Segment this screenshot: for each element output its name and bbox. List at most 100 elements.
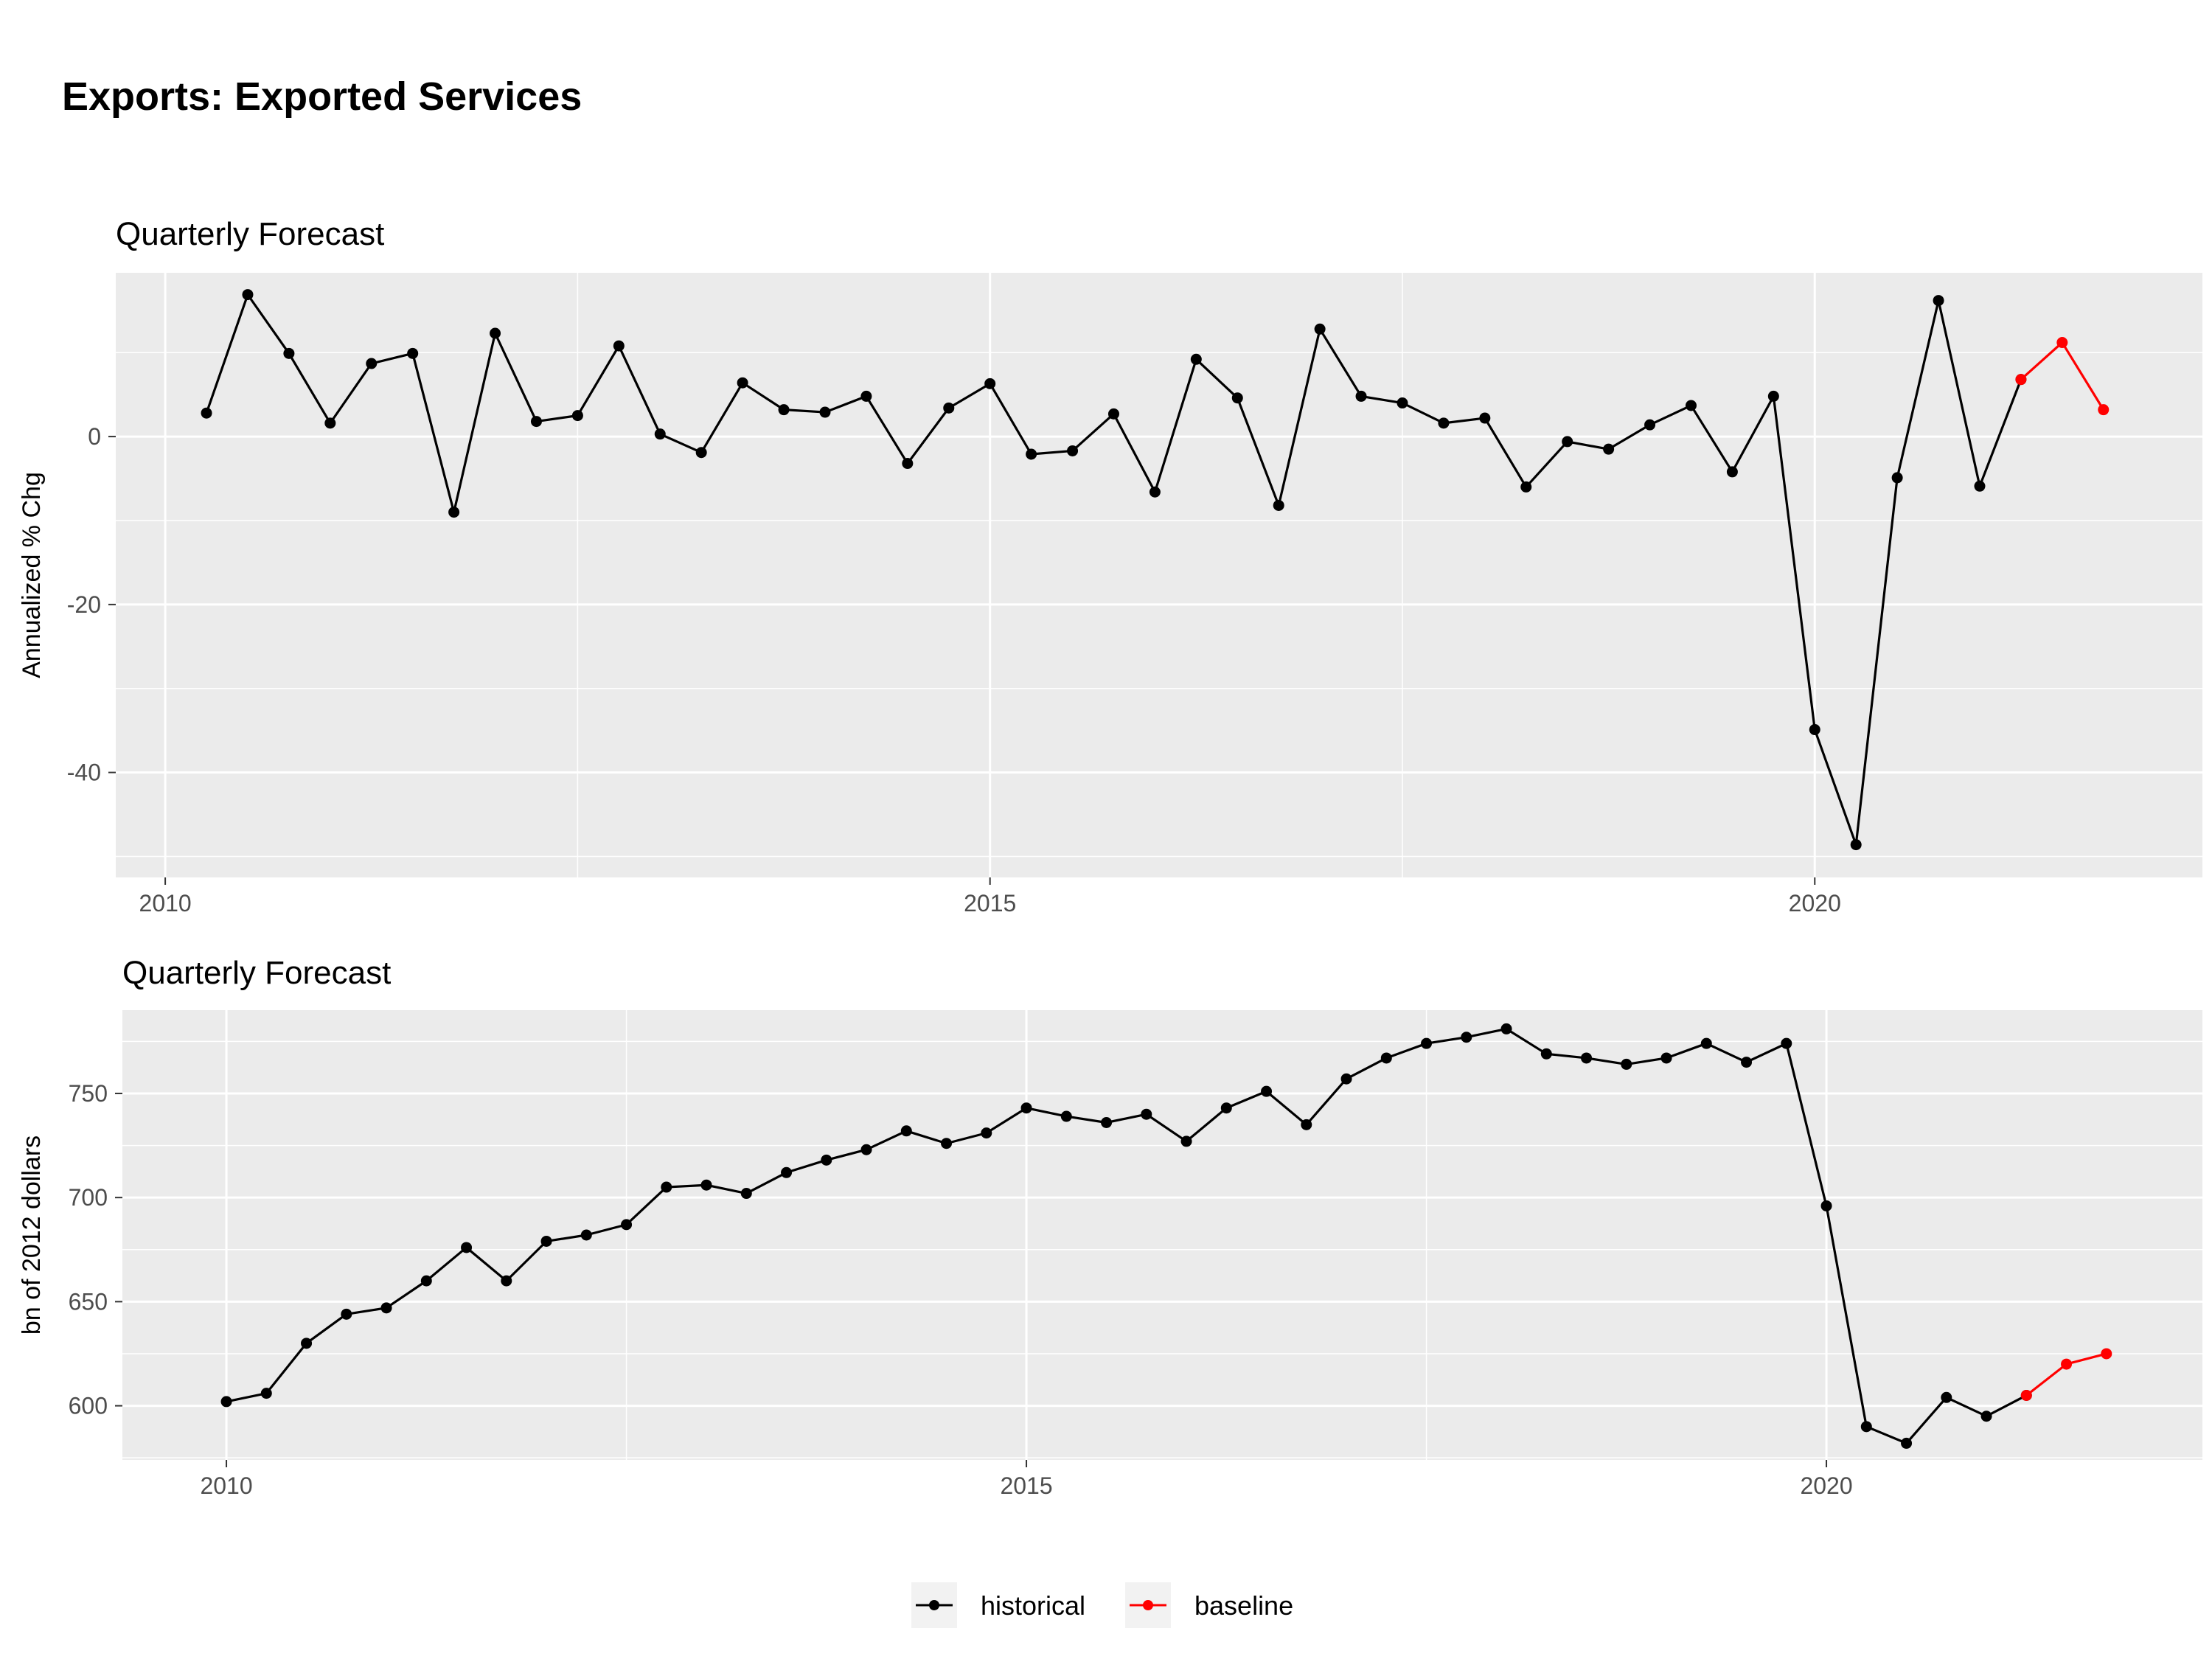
data-point-historical [1660,1052,1672,1064]
data-point-historical [654,428,666,440]
data-point-historical [341,1308,352,1320]
y-tick-label: 0 [88,423,101,450]
data-point-historical [571,410,583,422]
data-point-historical [407,347,419,359]
data-point-historical [1421,1037,1433,1049]
data-point-historical [1562,436,1573,448]
data-point-historical [283,347,295,359]
data-point-historical [1700,1037,1712,1049]
data-point-historical [420,1275,432,1287]
data-point-historical [902,458,914,470]
series-line-historical [226,1027,2028,1445]
data-point-historical [695,447,707,459]
data-point-historical [260,1388,272,1399]
data-point-historical [580,1229,592,1241]
data-point-historical [1540,1048,1552,1060]
data-point-historical [301,1338,313,1349]
data-point-historical [621,1219,633,1231]
x-tick-label: 2020 [1800,1472,1852,1499]
data-point-historical [1301,1119,1312,1130]
x-tick-label: 2010 [200,1472,252,1499]
data-point-historical [1231,392,1243,404]
data-point-historical [1741,1057,1753,1068]
data-point-historical [941,1138,953,1150]
y-tick-label: 750 [69,1080,108,1107]
data-point-historical [1397,397,1408,409]
y-tick-label: 650 [69,1288,108,1315]
data-point-historical [1314,323,1326,335]
data-point-historical [242,289,254,301]
data-point-historical [781,1166,793,1178]
data-point-historical [1060,1110,1072,1122]
legend-key-historical-point [929,1600,939,1610]
y-tick-label: -40 [67,759,101,786]
data-point-historical [1581,1052,1593,1064]
data-point-historical [201,407,212,419]
data-point-historical [1141,1108,1152,1120]
data-point-historical [380,1302,392,1314]
data-point-historical [1685,400,1697,411]
data-point-historical [1438,417,1450,429]
data-point-historical [366,358,378,369]
chart-title: Exports: Exported Services [62,74,582,119]
data-point-historical [540,1235,552,1247]
data-point-historical [1726,466,1738,478]
data-point-historical [1767,390,1779,402]
data-point-historical [324,417,336,429]
data-point-historical [1020,1102,1032,1114]
panel-top: Quarterly Forecast -40-200 2010 2015 2020 … [18,216,2202,917]
data-point-historical [821,1154,832,1166]
data-point-historical [1500,1023,1512,1034]
legend: historical baseline [911,1582,1293,1628]
legend-key-baseline-point [1143,1600,1153,1610]
data-point-historical [778,404,790,416]
data-point-historical [1621,1058,1632,1070]
data-point-historical [1891,472,1903,484]
data-point-historical [700,1179,712,1191]
data-point-historical [1261,1085,1273,1097]
panel-bottom-x-ticks: 2010 2015 2020 [200,1460,1853,1499]
data-point-historical [1101,1117,1113,1128]
data-point-historical [1933,295,1944,307]
panel-bottom-title: Quarterly Forecast [122,955,391,991]
panel-top-y-axis-label: Annualized % Chg [18,472,46,678]
panel-bottom-gridlines [122,1010,2202,1460]
data-point-historical [1380,1052,1392,1064]
data-point-historical [220,1396,232,1408]
data-point-historical [819,406,831,418]
data-point-historical [900,1125,912,1137]
data-point-historical [613,340,625,352]
data-point-historical [984,378,996,389]
data-point-historical [448,507,460,518]
data-point-historical [943,402,955,414]
x-tick-label: 2015 [964,890,1016,917]
data-point-historical [1026,448,1037,460]
y-tick-label: 700 [69,1184,108,1211]
panel-top-series [201,289,2110,851]
data-point-historical [501,1275,512,1287]
data-point-historical [1355,390,1367,402]
y-tick-label: 600 [69,1393,108,1419]
data-point-historical [1603,443,1615,455]
data-point-historical [1461,1032,1472,1043]
data-point-historical [1180,1135,1192,1147]
data-point-baseline [2061,1358,2073,1370]
data-point-baseline [2098,404,2110,416]
data-point-historical [740,1188,752,1200]
legend-label-baseline: baseline [1194,1590,1293,1621]
data-point-historical [1781,1037,1792,1049]
data-point-historical [1220,1102,1232,1114]
panel-top-gridlines [116,273,2202,877]
data-point-historical [1809,724,1820,736]
legend-label-historical: historical [981,1590,1085,1621]
y-tick-label: -20 [67,591,101,618]
data-point-historical [1980,1411,1992,1422]
data-point-baseline [2020,1389,2032,1401]
panel-bottom-series [220,1023,2112,1449]
x-tick-label: 2015 [1000,1472,1052,1499]
panel-top-x-ticks: 2010 2015 2020 [139,877,1841,917]
data-point-historical [737,377,748,389]
data-point-historical [661,1181,672,1193]
panel-bottom-y-ticks: 600 650 700 750 [69,1080,122,1419]
